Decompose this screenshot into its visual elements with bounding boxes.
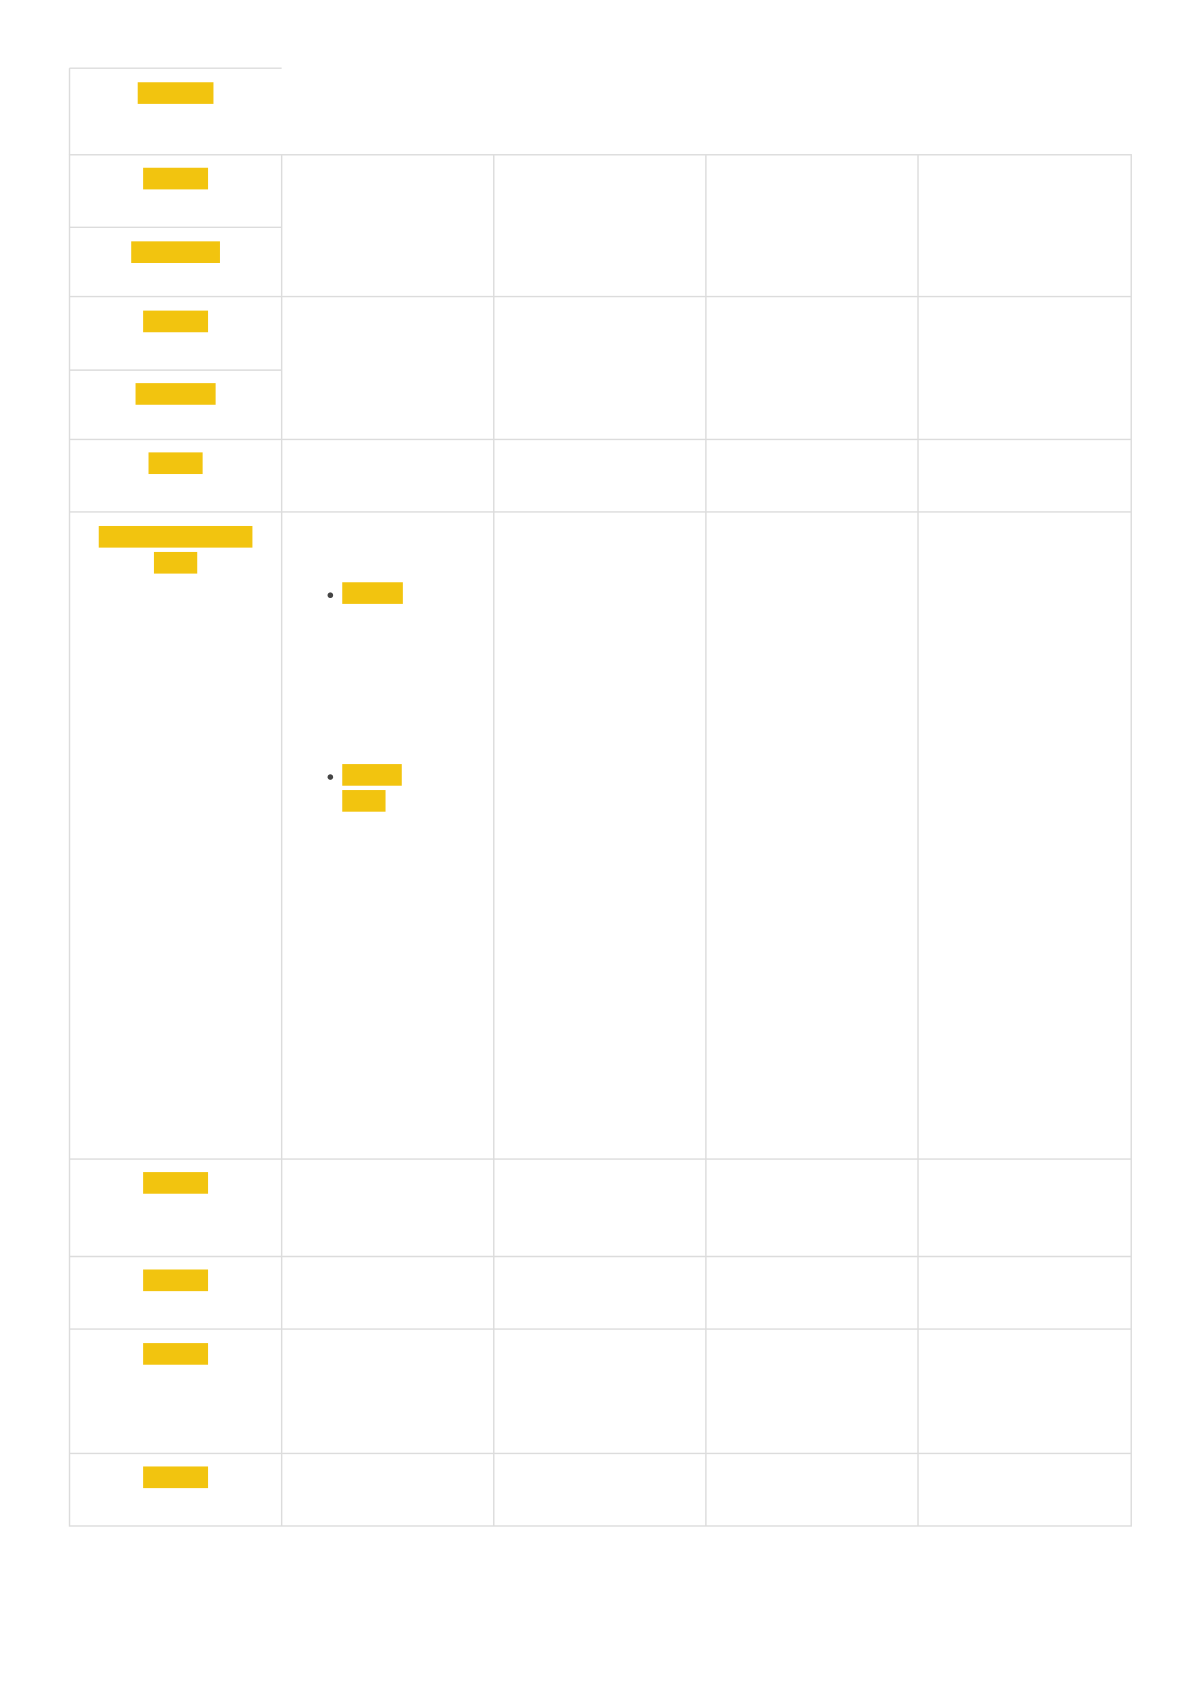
row-lines xyxy=(69,295,1132,1455)
column-lines xyxy=(280,154,919,1526)
redaction xyxy=(143,1343,209,1365)
redaction xyxy=(98,525,253,548)
redaction xyxy=(135,383,216,405)
redaction xyxy=(143,1466,209,1489)
redaction xyxy=(143,310,209,333)
header-cell-border xyxy=(68,67,282,155)
redaction xyxy=(153,551,198,574)
redaction xyxy=(342,582,403,604)
redaction xyxy=(143,167,209,190)
redacted-text xyxy=(98,82,403,1489)
bullet xyxy=(327,774,334,780)
redaction xyxy=(137,82,214,104)
sub-row-lines xyxy=(69,226,282,371)
redaction xyxy=(148,452,203,475)
redaction xyxy=(342,790,386,812)
table-border xyxy=(68,154,1132,1527)
table-grid xyxy=(68,67,1132,1527)
redaction xyxy=(143,1172,209,1194)
redaction xyxy=(143,1269,209,1292)
redaction xyxy=(342,764,402,786)
bullet xyxy=(327,592,334,599)
redaction xyxy=(131,241,220,263)
